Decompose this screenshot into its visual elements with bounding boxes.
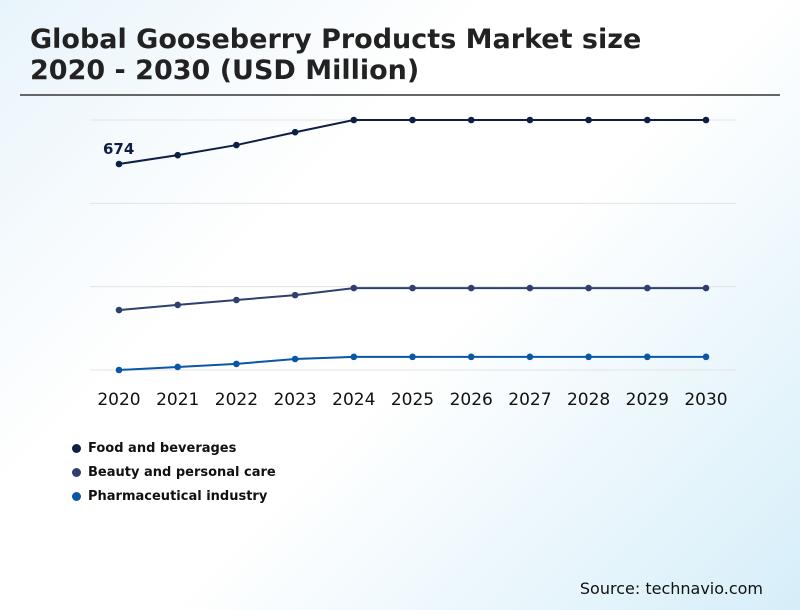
legend-label: Beauty and personal care bbox=[88, 464, 276, 480]
chart-title: Global Gooseberry Products Market size 2… bbox=[30, 24, 641, 86]
x-tick-label: 2030 bbox=[684, 390, 727, 410]
title-line-1: Global Gooseberry Products Market size bbox=[30, 24, 642, 55]
data-point bbox=[409, 353, 416, 361]
legend-marker-icon bbox=[72, 467, 81, 477]
legend-label: Food and beverages bbox=[88, 440, 237, 456]
x-tick-label: 2021 bbox=[156, 390, 199, 410]
legend-label: Pharmaceutical industry bbox=[88, 488, 268, 504]
data-point bbox=[702, 284, 710, 292]
data-point bbox=[467, 353, 475, 361]
data-point bbox=[174, 301, 181, 309]
data-point bbox=[115, 306, 123, 314]
data-point bbox=[585, 353, 592, 361]
data-point bbox=[526, 353, 534, 361]
data-point bbox=[526, 116, 534, 124]
series-line-0 bbox=[118, 119, 706, 165]
x-tick-label: 2028 bbox=[567, 390, 610, 410]
data-point bbox=[291, 128, 299, 136]
title-divider bbox=[20, 94, 780, 96]
data-point bbox=[291, 355, 299, 363]
legend-item: Pharmaceutical industry bbox=[72, 484, 276, 508]
data-point bbox=[409, 284, 416, 292]
data-point bbox=[233, 141, 240, 149]
data-point bbox=[644, 116, 651, 124]
data-point bbox=[115, 366, 123, 374]
data-point bbox=[350, 353, 358, 361]
legend: Food and beverages Beauty and personal ca… bbox=[72, 436, 276, 508]
line-chart: 2020 2021 2022 2023 2024 2025 2026 2027 2028 2029… bbox=[90, 116, 736, 410]
data-point bbox=[233, 296, 240, 304]
x-tick-label: 2025 bbox=[391, 390, 434, 410]
data-point bbox=[174, 363, 181, 371]
x-tick-label: 2026 bbox=[450, 390, 493, 410]
x-tick-label: 2020 bbox=[97, 390, 140, 410]
data-label: 674 bbox=[103, 140, 134, 158]
legend-marker-icon bbox=[72, 491, 81, 501]
series-line-1 bbox=[118, 287, 706, 312]
data-point bbox=[526, 284, 534, 292]
data-point bbox=[585, 284, 592, 292]
data-point bbox=[115, 160, 123, 168]
data-point bbox=[702, 116, 710, 124]
data-point bbox=[233, 360, 240, 368]
x-tick-label: 2029 bbox=[626, 390, 669, 410]
data-point bbox=[467, 116, 475, 124]
legend-item: Food and beverages bbox=[72, 436, 276, 460]
data-point bbox=[585, 116, 592, 124]
x-tick-label: 2023 bbox=[273, 390, 316, 410]
x-tick-label: 2024 bbox=[332, 390, 375, 410]
data-point bbox=[174, 151, 181, 159]
data-point bbox=[350, 116, 358, 124]
source-note: Source: technavio.com bbox=[579, 579, 763, 598]
data-point bbox=[467, 284, 475, 292]
data-point bbox=[350, 284, 358, 292]
data-point bbox=[409, 116, 416, 124]
legend-item: Beauty and personal care bbox=[72, 460, 276, 484]
legend-marker-icon bbox=[72, 443, 81, 453]
title-line-2: 2020 - 2030 (USD Million) bbox=[30, 55, 420, 86]
data-point bbox=[291, 291, 299, 299]
x-tick-label: 2027 bbox=[508, 390, 551, 410]
data-point bbox=[644, 353, 651, 361]
data-point bbox=[702, 353, 710, 361]
data-point bbox=[644, 284, 651, 292]
x-tick-label: 2022 bbox=[215, 390, 258, 410]
